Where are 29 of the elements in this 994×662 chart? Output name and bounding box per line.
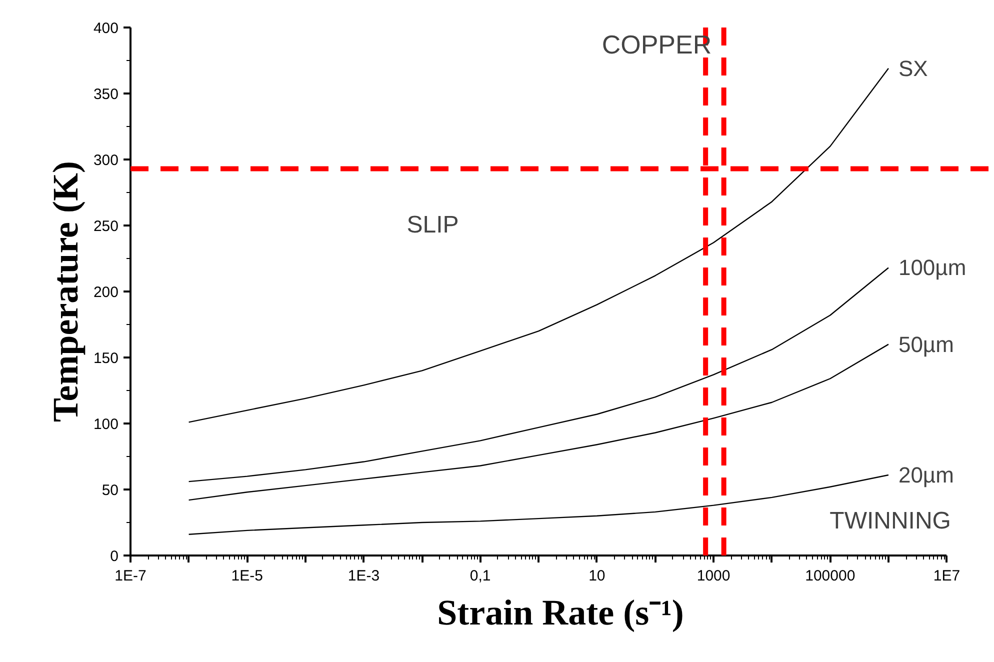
series-label: 100µm: [898, 255, 966, 280]
series-label: 20µm: [898, 462, 954, 488]
x-tick-label: 1E-3: [348, 568, 380, 584]
annotation: TWINNING: [830, 507, 951, 534]
y-tick-label: 350: [93, 86, 119, 103]
chart-title: COPPER: [602, 30, 712, 60]
y-tick-label: 0: [110, 548, 118, 565]
y-axis-title: Temperature (K): [45, 161, 86, 422]
annotation: SLIP: [406, 212, 459, 239]
x-tick-label: 10: [588, 568, 606, 584]
y-tick-label: 50: [102, 482, 119, 499]
x-tick-label: 0,1: [470, 568, 491, 584]
line-series: [188, 267, 890, 482]
x-tick-label: 1E-5: [231, 568, 263, 584]
x-axis-title: Strain Rate (s⁻¹): [437, 592, 684, 632]
y-tick-label: 150: [93, 350, 119, 367]
y-tick-label: 400: [93, 20, 119, 37]
y-tick-label: 200: [93, 284, 119, 301]
y-tick-label: 100: [93, 416, 119, 433]
series-label: 50µm: [898, 332, 954, 357]
series-label: SX: [898, 56, 928, 81]
x-tick-label: 1E-7: [114, 568, 146, 584]
x-tick-label: 100000: [805, 568, 856, 584]
line-series: [188, 68, 890, 423]
y-tick-label: 300: [93, 152, 119, 169]
y-tick-label: 250: [93, 218, 119, 235]
line-series: [188, 344, 890, 501]
x-tick-label: 1000: [696, 568, 730, 584]
x-tick-label: 1E7: [933, 568, 960, 584]
